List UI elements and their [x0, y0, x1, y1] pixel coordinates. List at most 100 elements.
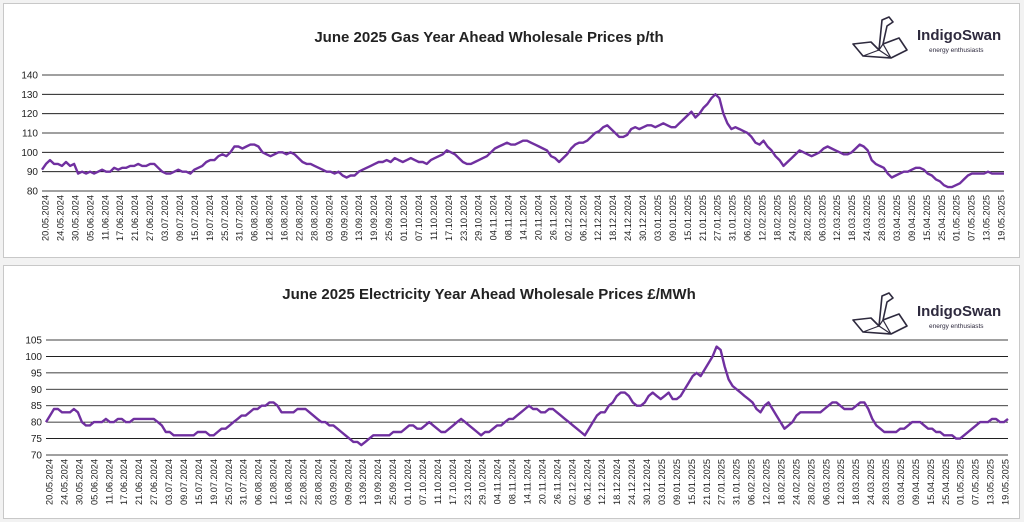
x-tick-label: 27.06.2024	[149, 459, 159, 505]
series-line	[41, 93, 1004, 189]
y-tick-label: 110	[22, 129, 38, 140]
x-tick-label: 21.01.2025	[698, 195, 708, 241]
x-tick-label: 03.09.2024	[324, 195, 334, 241]
x-tick-label: 03.04.2025	[896, 459, 906, 505]
x-tick-label: 15.07.2024	[194, 459, 204, 505]
x-tick-label: 28.02.2025	[806, 459, 816, 505]
x-tick-label: 24.12.2024	[623, 195, 633, 241]
x-tick-label: 19.09.2024	[369, 195, 379, 241]
x-tick-label: 08.11.2024	[504, 195, 514, 240]
x-tick-label: 25.09.2024	[384, 195, 394, 241]
x-tick-label: 14.11.2024	[523, 459, 533, 504]
x-tick-label: 02.12.2024	[563, 195, 573, 241]
x-tick-label: 09.01.2025	[672, 459, 682, 505]
x-tick-label: 04.11.2024	[489, 195, 499, 240]
gas-price-chart-panel: June 2025 Gas Year Ahead Wholesale Price…	[3, 3, 1020, 258]
x-tick-label: 27.01.2025	[713, 195, 723, 241]
x-tick-label: 27.01.2025	[717, 459, 727, 505]
x-tick-label: 28.08.2024	[313, 459, 323, 505]
brand-logo: IndigoSwan energy enthusiasts	[849, 14, 1019, 62]
x-tick-label: 03.01.2025	[653, 195, 663, 241]
x-tick-label: 25.04.2025	[941, 459, 951, 505]
x-tick-label: 01.05.2025	[952, 195, 962, 241]
x-tick-label: 03.09.2024	[328, 459, 338, 505]
chart-title: June 2025 Electricity Year Ahead Wholesa…	[282, 286, 696, 303]
x-tick-label: 17.06.2024	[119, 459, 129, 505]
brand-logo: IndigoSwan energy enthusiasts	[849, 290, 1019, 338]
x-tick-label: 24.03.2025	[866, 459, 876, 505]
electricity-line-chart: 70 75 80 85 90 95 100 105 20.05.2024 24.05.2024 30…	[25, 336, 1010, 505]
x-tick-label: 09.01.2025	[668, 195, 678, 241]
x-tick-label: 12.12.2024	[593, 195, 603, 241]
x-tick-label: 04.11.2024	[493, 459, 503, 504]
x-tick-label: 13.09.2024	[358, 459, 368, 505]
x-tick-label: 03.01.2025	[657, 459, 667, 505]
x-tick-label: 31.07.2024	[239, 459, 249, 505]
x-tick-label: 09.07.2024	[179, 459, 189, 505]
x-tick-label: 21.06.2024	[134, 459, 144, 505]
x-tick-label: 28.08.2024	[309, 195, 319, 241]
x-tick-label: 18.12.2024	[612, 459, 622, 505]
x-tick-label: 22.08.2024	[298, 459, 308, 505]
x-tick-label: 21.06.2024	[130, 195, 140, 241]
x-tick-label: 30.12.2024	[638, 195, 648, 241]
y-tick-label: 120	[21, 109, 38, 120]
y-tick-label: 75	[31, 434, 43, 445]
y-tick-label: 130	[21, 90, 38, 101]
x-tick-label: 16.08.2024	[280, 195, 290, 241]
x-tick-label: 11.06.2024	[100, 195, 110, 240]
y-tick-label: 85	[31, 401, 43, 412]
y-tick-label: 90	[31, 385, 43, 396]
y-tick-label: 70	[31, 451, 43, 462]
x-tick-label: 21.01.2025	[702, 459, 712, 505]
x-tick-label: 12.08.2024	[269, 459, 279, 505]
x-tick-label: 18.02.2025	[776, 459, 786, 505]
x-tick-label: 07.10.2024	[414, 195, 424, 241]
x-tick-label: 19.09.2024	[373, 459, 383, 505]
x-tick-label: 05.06.2024	[85, 195, 95, 241]
x-tick-label: 27.06.2024	[145, 195, 155, 241]
x-tick-label: 18.03.2025	[847, 195, 857, 241]
x-tick-label: 01.05.2025	[956, 459, 966, 505]
x-tick-label: 28.02.2025	[802, 195, 812, 241]
x-tick-label: 06.02.2025	[747, 459, 757, 505]
x-tick-label: 17.10.2024	[448, 459, 458, 505]
x-tick-label: 09.07.2024	[175, 195, 185, 241]
x-tick-label: 06.08.2024	[250, 195, 260, 241]
x-tick-label: 28.03.2025	[881, 459, 891, 505]
x-tick-label: 06.03.2025	[817, 195, 827, 241]
x-tick-label: 20.05.2024	[41, 195, 51, 241]
x-tick-label: 22.08.2024	[294, 195, 304, 241]
x-tick-label: 06.12.2024	[578, 195, 588, 241]
x-tick-label: 05.06.2024	[89, 459, 99, 505]
x-tick-label: 15.04.2025	[926, 459, 936, 505]
y-tick-label: 105	[25, 336, 42, 347]
x-tick-label: 15.04.2025	[922, 195, 932, 241]
x-tick-label: 12.08.2024	[265, 195, 275, 241]
x-tick-label: 31.01.2025	[732, 459, 742, 505]
x-tick-label: 09.09.2024	[339, 195, 349, 241]
x-tick-label: 24.03.2025	[862, 195, 872, 241]
x-tick-label: 12.02.2025	[758, 195, 768, 241]
x-tick-label: 07.05.2025	[967, 195, 977, 241]
x-tick-label: 23.10.2024	[459, 195, 469, 241]
x-tick-label: 03.07.2024	[164, 459, 174, 505]
x-tick-label: 24.02.2025	[787, 195, 797, 241]
x-tick-label: 14.11.2024	[519, 195, 529, 240]
x-tick-label: 24.05.2024	[59, 459, 69, 505]
x-tick-label: 06.03.2025	[821, 459, 831, 505]
x-tick-label: 02.12.2024	[567, 459, 577, 505]
x-tick-label: 11.06.2024	[104, 459, 114, 504]
x-tick-label: 15.01.2025	[683, 195, 693, 241]
brand-name: IndigoSwan	[917, 27, 1002, 44]
x-tick-label: 01.10.2024	[403, 459, 413, 505]
x-tick-label: 17.06.2024	[115, 195, 125, 241]
x-tick-label: 25.07.2024	[224, 459, 234, 505]
x-tick-label: 12.02.2025	[762, 459, 772, 505]
x-tick-label: 15.07.2024	[190, 195, 200, 241]
x-tick-label: 18.03.2025	[851, 459, 861, 505]
y-tick-label: 100	[21, 148, 38, 159]
x-tick-label: 13.05.2025	[982, 195, 992, 241]
x-tick-label: 09.04.2025	[911, 459, 921, 505]
x-tick-label: 13.05.2025	[986, 459, 996, 505]
